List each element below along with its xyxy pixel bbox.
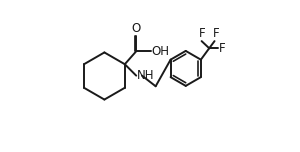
Text: F: F	[212, 27, 219, 40]
Text: O: O	[132, 22, 141, 35]
Text: F: F	[219, 42, 226, 55]
Text: OH: OH	[152, 45, 170, 58]
Text: NH: NH	[137, 69, 154, 82]
Text: F: F	[199, 27, 206, 40]
